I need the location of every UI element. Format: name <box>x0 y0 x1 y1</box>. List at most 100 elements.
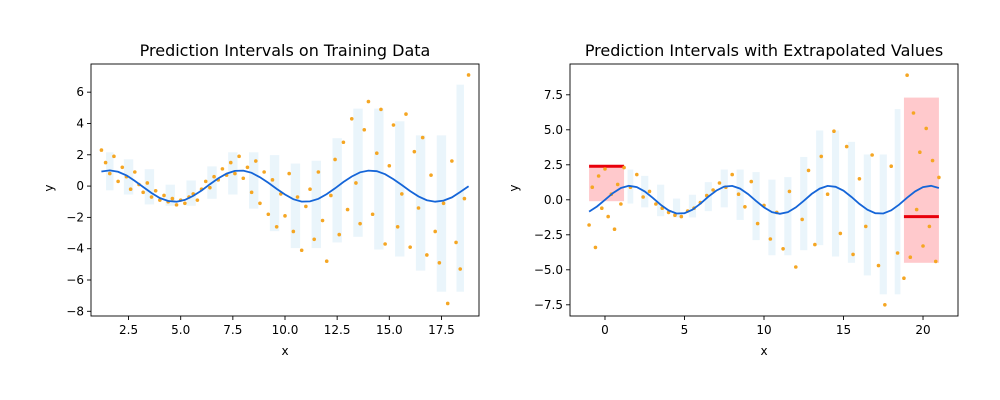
x-axis-label: x <box>281 344 288 358</box>
data-point <box>425 253 429 257</box>
data-point <box>832 129 836 133</box>
data-point <box>458 267 463 271</box>
data-point <box>333 157 337 162</box>
data-point <box>615 182 620 187</box>
data-point <box>220 167 225 171</box>
x-tick-label: 5 <box>681 323 689 337</box>
x-tick-label: 7.5 <box>223 323 242 337</box>
data-point <box>103 160 108 165</box>
data-point <box>590 185 595 189</box>
x-tick-label: 2.5 <box>119 323 138 337</box>
data-point <box>634 172 639 177</box>
data-point <box>800 217 804 222</box>
data-point <box>107 171 112 176</box>
data-point <box>429 173 433 177</box>
data-point <box>400 192 404 196</box>
data-point <box>937 175 941 180</box>
data-point <box>387 163 392 168</box>
data-point <box>905 73 909 77</box>
data-point <box>437 260 442 265</box>
data-point <box>914 207 919 212</box>
data-point <box>287 171 291 176</box>
data-point <box>606 214 610 219</box>
data-point <box>876 263 881 268</box>
data-point <box>349 116 354 121</box>
data-point <box>433 229 437 234</box>
data-point <box>133 170 137 174</box>
data-point <box>641 195 645 199</box>
data-point <box>233 171 237 176</box>
data-point <box>679 214 684 219</box>
prediction-interval-bar <box>395 121 405 257</box>
data-point <box>341 140 346 145</box>
data-point <box>902 276 906 281</box>
panel-extrapolated: Prediction Intervals with Extrapolated V… <box>507 41 959 358</box>
data-point <box>889 164 894 168</box>
data-point <box>462 196 467 201</box>
data-point <box>395 224 400 229</box>
data-point <box>212 174 216 179</box>
data-point <box>324 259 329 264</box>
data-point <box>249 190 254 195</box>
y-tick-label: −5.0 <box>534 263 563 277</box>
data-point <box>768 237 773 241</box>
data-point <box>274 224 279 229</box>
prediction-interval-bar <box>688 194 697 218</box>
data-point <box>112 154 116 159</box>
data-point <box>374 151 379 156</box>
data-point <box>441 201 446 206</box>
data-point <box>337 232 342 237</box>
x-axis-label: x <box>760 344 767 358</box>
data-point <box>370 212 375 217</box>
data-point <box>266 212 271 217</box>
data-point <box>930 158 935 163</box>
x-tick-label: 15.0 <box>376 323 403 337</box>
data-point <box>228 160 233 165</box>
data-point <box>895 251 900 255</box>
data-point <box>870 153 874 157</box>
data-point <box>918 150 922 154</box>
data-point <box>445 301 450 306</box>
data-point <box>647 189 652 194</box>
data-point <box>420 135 425 140</box>
data-point <box>838 231 843 236</box>
data-point <box>295 195 300 199</box>
data-point <box>787 189 792 194</box>
y-tick-label: −8 <box>66 304 84 318</box>
data-point <box>270 178 275 182</box>
data-point <box>383 242 387 246</box>
data-point <box>743 205 747 209</box>
prediction-interval-bar <box>415 135 426 271</box>
data-point <box>116 179 120 184</box>
x-tick-label: 20 <box>915 323 930 337</box>
data-point <box>316 170 321 174</box>
prediction-interval-bar <box>144 169 155 205</box>
data-point <box>345 207 350 212</box>
data-point <box>749 179 754 184</box>
y-tick-label: −4 <box>66 242 84 256</box>
data-point <box>128 187 133 192</box>
prediction-interval-bar <box>311 160 321 249</box>
data-point <box>673 213 677 217</box>
prediction-interval-bar <box>847 141 856 263</box>
data-point <box>794 265 798 269</box>
data-point <box>329 193 333 198</box>
data-point <box>195 198 200 202</box>
prediction-interval-bar <box>672 198 681 218</box>
data-point <box>149 195 154 199</box>
y-tick-label: −6 <box>66 273 84 287</box>
data-point <box>619 202 623 206</box>
x-tick-label: 12.5 <box>324 323 351 337</box>
panel-training: Prediction Intervals on Training Data x … <box>42 41 480 358</box>
prediction-interval-bar <box>800 156 808 251</box>
plot-area <box>99 73 471 306</box>
data-point <box>711 188 715 192</box>
data-point <box>927 224 932 229</box>
x-tick-label: 17.5 <box>428 323 455 337</box>
y-tick-label: 4 <box>76 116 84 130</box>
data-point <box>299 248 304 253</box>
prediction-interval-bar <box>269 155 280 232</box>
data-point <box>241 176 246 181</box>
prediction-interval-bar <box>249 152 259 209</box>
